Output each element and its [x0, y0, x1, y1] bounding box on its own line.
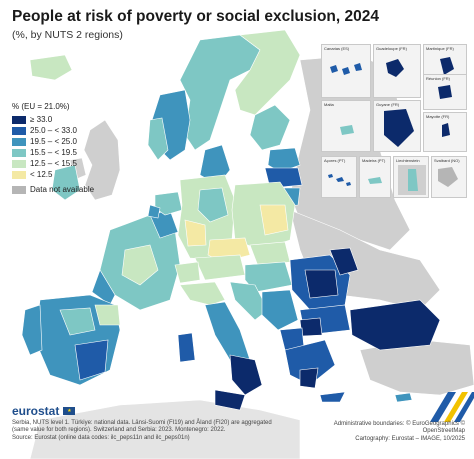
legend-swatch [12, 170, 26, 179]
decorative-stripe [430, 392, 474, 422]
inset-label: Madeira (PT) [362, 158, 386, 163]
legend-swatch [12, 126, 26, 135]
legend-swatch [12, 148, 26, 157]
inset-guadeloupe: Guadeloupe (FR) [373, 44, 421, 98]
legend-item: ≥ 33.0 [12, 114, 94, 125]
legend-item: < 12.5 [12, 169, 94, 180]
region-iceland [29, 54, 73, 81]
legend-item: 12.5 – < 15.5 [12, 158, 94, 169]
eurostat-logo: eurostat ★ [12, 404, 76, 418]
brand-wordmark: eurostat [12, 404, 60, 418]
region-scandinavia [147, 29, 301, 186]
inset-label: Liechtenstein [396, 158, 420, 163]
inset-label: Svalbard (NO) [434, 158, 460, 163]
inset-label: Malta [324, 102, 334, 107]
legend-item: 15.5 – < 19.5 [12, 147, 94, 158]
inset-mayotte: Mayotte (FR) [423, 112, 467, 152]
region-central-europe [51, 164, 299, 331]
credits-text: Administrative boundaries: © EuroGeograp… [333, 421, 465, 442]
legend-swatch [12, 137, 26, 146]
inset-svalbard: Svalbard (NO) [431, 156, 467, 198]
map-subtitle: (%, by NUTS 2 regions) [12, 29, 123, 41]
inset-guyane: Guyane (FR) [373, 100, 421, 152]
inset-madeira: Madeira (PT) [359, 156, 391, 198]
legend-label: 25.0 – < 33.0 [30, 126, 77, 135]
legend-label: < 12.5 [30, 170, 53, 179]
inset-mayotte-shape [442, 123, 450, 137]
inset-acores: Açores (PT) [321, 156, 357, 198]
legend-item-na: Data not available [12, 184, 94, 195]
footnotes: Serbia, NUTS level 1. Türkiye: national … [12, 420, 282, 442]
inset-guyane-shape [384, 109, 414, 147]
inset-canarias: Canarias (ES) [321, 44, 371, 98]
legend-label: 19.5 – < 25.0 [30, 137, 77, 146]
inset-malta: Malta [321, 100, 371, 152]
eu-flag-icon: ★ [63, 407, 76, 415]
region-iberia [21, 294, 121, 386]
inset-label: Guyane (FR) [376, 102, 400, 107]
inset-guadeloupe-shape [386, 59, 404, 77]
inset-acores-shape [328, 174, 351, 186]
inset-madeira-shape [368, 177, 382, 184]
inset-martinique-shape [440, 57, 454, 75]
legend-swatch [12, 185, 26, 194]
inset-label: Açores (PT) [324, 158, 346, 163]
notes-text: Serbia, NUTS level 1. Türkiye: national … [12, 420, 272, 441]
region-italy [177, 281, 263, 411]
map-title: People at risk of poverty or social excl… [12, 8, 379, 25]
region-southeast [279, 247, 441, 403]
legend-item: 19.5 – < 25.0 [12, 136, 94, 147]
legend-label: 12.5 – < 15.5 [30, 159, 77, 168]
inset-label: Guadeloupe (FR) [376, 46, 407, 51]
inset-svalbard-shape [438, 167, 458, 187]
legend-swatch [12, 115, 26, 124]
legend-label: ≥ 33.0 [30, 115, 53, 124]
legend-item: 25.0 – < 33.0 [12, 125, 94, 136]
credits: Administrative boundaries: © EuroGeograp… [295, 421, 465, 443]
legend-label: Data not available [30, 185, 95, 194]
inset-reunion-shape [438, 85, 452, 99]
inset-label: Réunion (FR) [426, 76, 451, 81]
inset-malta-shape [340, 125, 354, 135]
legend: % (EU = 21.0%) ≥ 33.0 25.0 – < 33.0 19.5… [12, 102, 94, 195]
inset-panel: Canarias (ES) Guadeloupe (FR) Martinique… [321, 44, 467, 202]
inset-canarias-shape [330, 63, 362, 75]
inset-label: Martinique (FR) [426, 46, 454, 51]
legend-title: % (EU = 21.0%) [12, 102, 70, 111]
inset-liechtenstein-shape [398, 165, 426, 195]
legend-swatch [12, 159, 26, 168]
legend-label: 15.5 – < 19.5 [30, 148, 77, 157]
inset-liechtenstein: Liechtenstein [393, 156, 429, 198]
inset-label: Mayotte (FR) [426, 114, 450, 119]
inset-reunion: Réunion (FR) [423, 74, 467, 110]
inset-label: Canarias (ES) [324, 46, 350, 51]
